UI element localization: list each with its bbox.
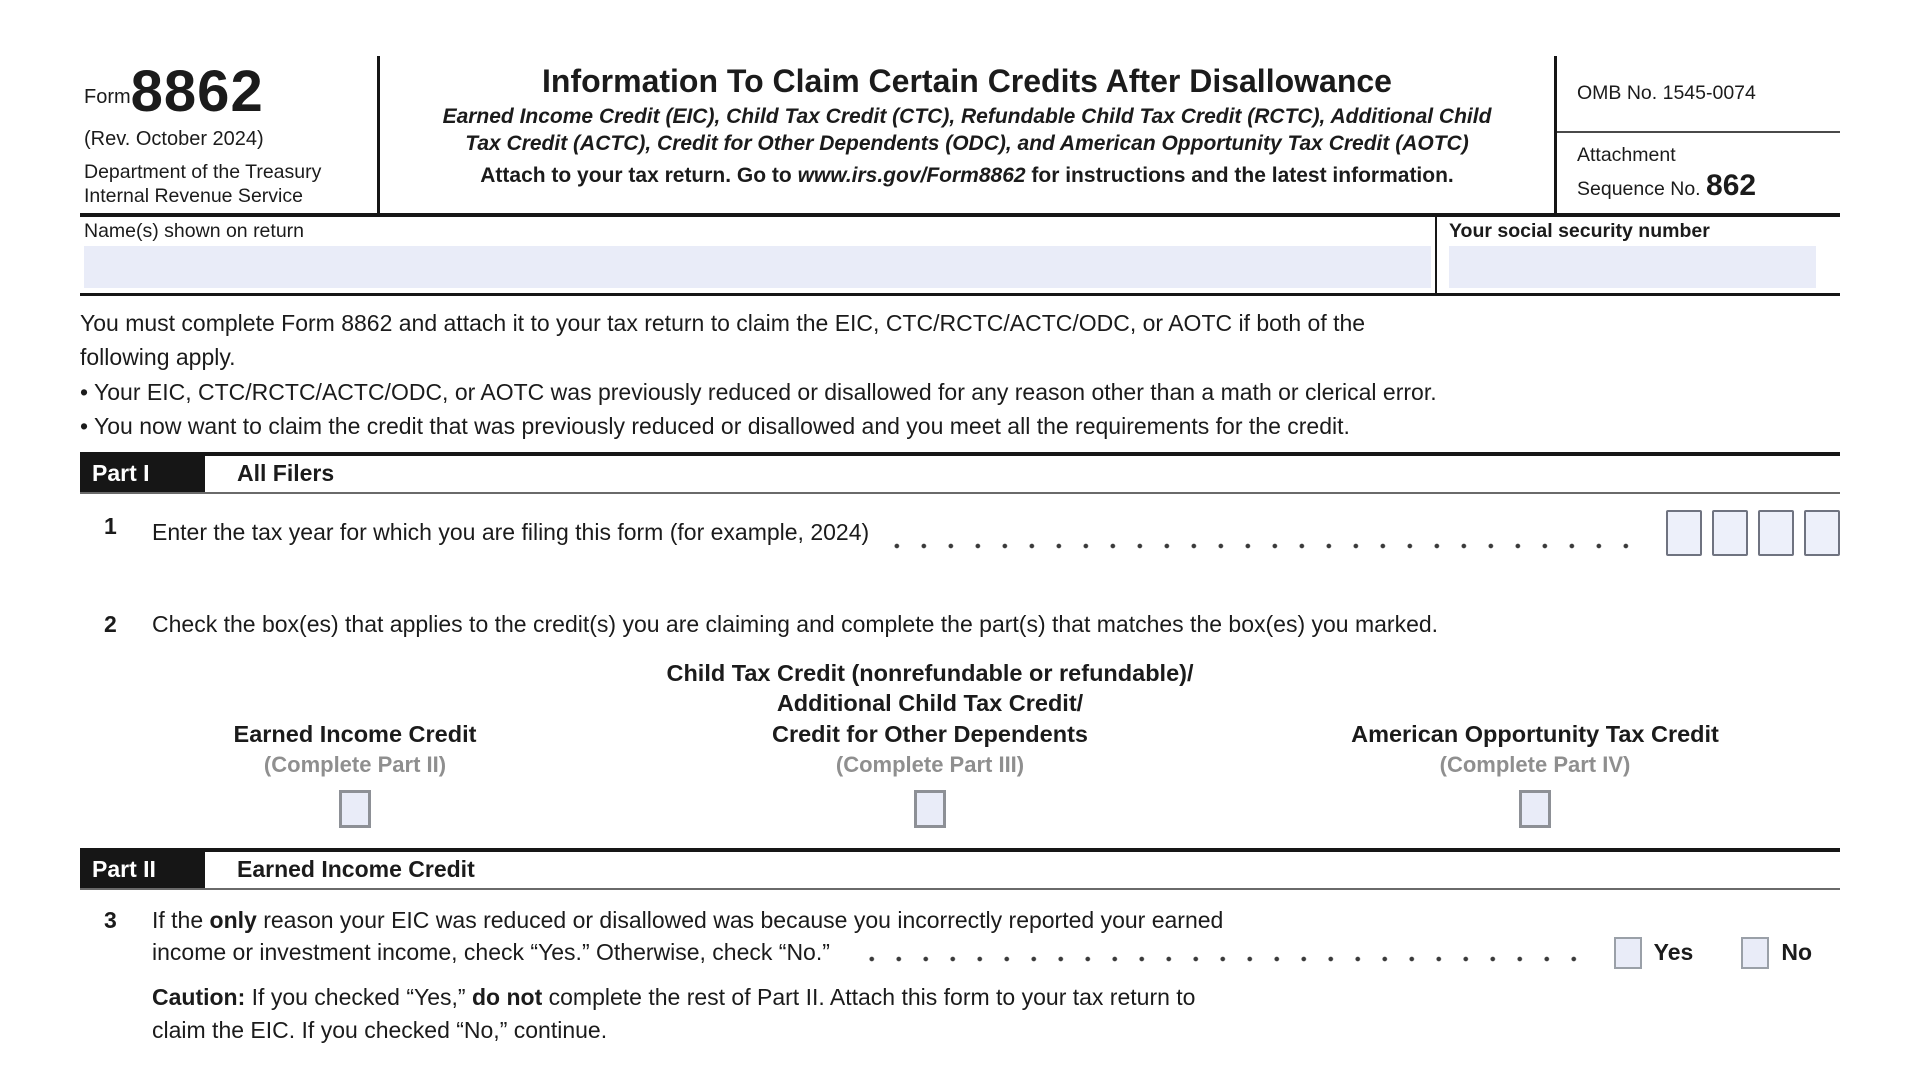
ssn-input[interactable]	[1449, 245, 1816, 288]
intro-paragraph: You must complete Form 8862 and attach i…	[80, 306, 1840, 444]
attach-pre: Attach to your tax return. Go to	[480, 163, 798, 187]
form-number: 8862	[130, 59, 264, 124]
part2-header-bar: Part II Earned Income Credit	[80, 847, 1840, 890]
ctc-checkbox[interactable]	[914, 789, 946, 828]
agency-line-2: Internal Revenue Service	[84, 184, 303, 207]
part2-label: Part II	[80, 851, 205, 888]
caution-bold-label: Caution:	[152, 983, 246, 1010]
attachment-line-1: Attachment	[1577, 143, 1676, 166]
eic-title: Earned Income Credit	[233, 720, 477, 747]
form-id-block: Form 8862 (Rev. October 2024) Department…	[80, 56, 380, 213]
aotc-checkbox[interactable]	[1519, 789, 1551, 828]
intro-bullet-2: • You now want to claim the credit that …	[80, 413, 1350, 440]
irs-url: www.irs.gov/Form8862	[797, 163, 1026, 187]
eic-subtitle: (Complete Part II)	[263, 751, 447, 777]
dotted-leader	[889, 542, 1650, 549]
ssn-label: Your social security number	[1449, 219, 1710, 242]
caution-line-1: Caution: If you checked “Yes,” do not co…	[152, 981, 1840, 1014]
line-3-text-row-1: If the only reason your EIC was reduced …	[152, 904, 1840, 937]
credit-option-aotc: American Opportunity Tax Credit (Complet…	[1230, 658, 1840, 828]
ssn-cell: Your social security number	[1437, 217, 1840, 293]
attach-post: for instructions and the latest informat…	[1025, 163, 1454, 187]
ctc-title-line-1: Child Tax Credit (nonrefundable or refun…	[666, 660, 1194, 687]
line-3-seg-2: reason your EIC was reduced or disallowe…	[256, 906, 1224, 933]
attachment-number: 862	[1706, 169, 1757, 203]
intro-bullet-1: • Your EIC, CTC/RCTC/ACTC/ODC, or AOTC w…	[80, 378, 1437, 405]
ctc-subtitle: (Complete Part III)	[835, 751, 1025, 777]
line-1-number: 1	[104, 512, 117, 539]
tax-year-digit-box-2[interactable]	[1712, 509, 1748, 556]
form-header: Form 8862 (Rev. October 2024) Department…	[80, 56, 1840, 217]
caution-seg-1: If you checked “Yes,”	[245, 983, 472, 1010]
name-cell: Name(s) shown on return	[80, 216, 1437, 293]
caution-line-2: claim the EIC. If you checked “No,” cont…	[152, 1016, 608, 1043]
omb-block: OMB No. 1545-0074 Attachment Sequence No…	[1557, 56, 1840, 213]
line-1: 1 Enter the tax year for which you are f…	[80, 509, 1840, 556]
line-3: 3 If the only reason your EIC was reduce…	[80, 904, 1840, 969]
line-2-text: Check the box(es) that applies to the cr…	[152, 610, 1439, 637]
tax-year-digit-box-4[interactable]	[1804, 509, 1840, 556]
caution-bold-do-not: do not	[471, 983, 543, 1010]
part1-header-bar: Part I All Filers	[80, 451, 1840, 494]
tax-year-digit-box-1[interactable]	[1666, 509, 1702, 556]
form-title-block: Information To Claim Certain Credits Aft…	[380, 56, 1557, 213]
line-2: 2 Check the box(es) that applies to the …	[80, 608, 1840, 641]
line-3-bold-only: only	[209, 906, 257, 933]
credit-option-ctc: Child Tax Credit (nonrefundable or refun…	[630, 658, 1230, 828]
yes-no-group: Yes No	[1613, 936, 1840, 969]
dotted-leader	[849, 955, 1598, 962]
no-label: No	[1781, 939, 1812, 966]
eic-checkbox[interactable]	[339, 789, 371, 828]
credit-selection-row: Earned Income Credit (Complete Part II) …	[80, 658, 1840, 828]
no-checkbox[interactable]	[1741, 936, 1770, 969]
yes-label: Yes	[1653, 939, 1694, 966]
form-subtitle-line-2: Tax Credit (ACTC), Credit for Other Depe…	[465, 132, 1469, 156]
line-3-text-row-2: income or investment income, check “Yes.…	[152, 939, 830, 966]
credit-option-eic: Earned Income Credit (Complete Part II)	[80, 658, 630, 828]
ctc-title-line-3: Credit for Other Dependents	[772, 720, 1088, 747]
form-title: Information To Claim Certain Credits Aft…	[542, 63, 1392, 99]
line-2-number: 2	[104, 610, 117, 637]
form-word: Form	[84, 86, 131, 109]
line-3-number: 3	[104, 906, 117, 933]
part1-title: All Filers	[237, 459, 335, 486]
tax-year-boxes	[1666, 509, 1840, 556]
part1-label: Part I	[80, 455, 205, 492]
caution-note: Caution: If you checked “Yes,” do not co…	[80, 981, 1840, 1046]
tax-year-digit-box-3[interactable]	[1758, 509, 1794, 556]
omb-number: OMB No. 1545-0074	[1577, 81, 1756, 104]
name-input[interactable]	[84, 245, 1431, 288]
attach-instruction: Attach to your tax return. Go to www.irs…	[394, 164, 1540, 188]
attachment-line-2: Sequence No.	[1577, 178, 1707, 201]
caution-seg-2: complete the rest of Part II. Attach thi…	[542, 983, 1196, 1010]
aotc-subtitle: (Complete Part IV)	[1439, 751, 1631, 777]
form-subtitle-line-1: Earned Income Credit (EIC), Child Tax Cr…	[442, 105, 1492, 129]
form-revision: (Rev. October 2024)	[84, 128, 264, 151]
line-3-seg-1: If the	[152, 906, 210, 933]
ctc-title-line-2: Additional Child Tax Credit/	[776, 690, 1084, 717]
identity-row: Name(s) shown on return Your social secu…	[80, 216, 1840, 296]
name-label: Name(s) shown on return	[84, 219, 305, 242]
aotc-title: American Opportunity Tax Credit	[1351, 720, 1719, 747]
agency-line-1: Department of the Treasury	[84, 161, 322, 184]
line-1-text: Enter the tax year for which you are fil…	[152, 519, 870, 546]
attachment-sequence: Attachment Sequence No. 862	[1557, 130, 1840, 213]
form-8862-page: Form 8862 (Rev. October 2024) Department…	[80, 0, 1840, 1046]
part2-title: Earned Income Credit	[237, 855, 475, 882]
intro-line-1: You must complete Form 8862 and attach i…	[80, 309, 1366, 336]
intro-line-2: following apply.	[80, 344, 236, 371]
yes-checkbox[interactable]	[1613, 936, 1642, 969]
